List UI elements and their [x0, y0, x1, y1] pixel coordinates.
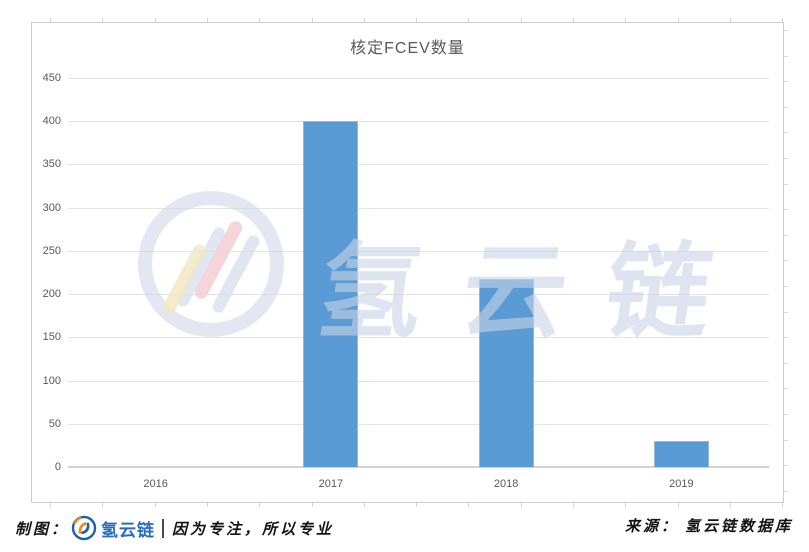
- y-tick-label-450: 450: [42, 72, 61, 84]
- tick-bottom: [625, 503, 627, 507]
- tick-right: [784, 234, 788, 236]
- tick-top: [520, 18, 522, 22]
- tick-bottom: [468, 503, 470, 507]
- gridline-400: [68, 121, 769, 123]
- tick-right: [784, 106, 788, 108]
- tick-bottom: [154, 503, 156, 507]
- tick-right: [784, 55, 788, 57]
- tick-top: [50, 18, 51, 22]
- brand-name: 氢云链: [101, 520, 156, 540]
- tick-top: [729, 18, 731, 22]
- footer-bar: 制图： 氢云链 因为专注，所以专业 来源： 氢云链数据库: [0, 505, 809, 552]
- tick-bottom: [311, 503, 313, 507]
- tick-right: [784, 132, 788, 134]
- bar-2018: [478, 279, 534, 467]
- tick-right: [784, 209, 788, 211]
- tick-right: [784, 337, 788, 339]
- gridline-0: [68, 466, 769, 468]
- tick-top: [468, 18, 470, 22]
- tick-right: [784, 158, 788, 159]
- y-tick-label-150: 150: [42, 331, 61, 344]
- gridline-100: [68, 380, 769, 382]
- tick-right: [784, 465, 788, 467]
- tick-top: [573, 18, 574, 22]
- plot-area: 0 50 100 150 200 250 300 350 400 450 2016 2017 2018 2…: [32, 23, 783, 502]
- maker-label: 制图：: [15, 520, 70, 538]
- y-tick-label-300: 300: [42, 201, 61, 214]
- y-tick-label-50: 50: [48, 417, 61, 430]
- gridline-450: [68, 78, 769, 79]
- slogan: 因为专注，所以专业: [172, 520, 335, 538]
- x-tick-label-2016: 2016: [143, 478, 168, 490]
- tick-right: [784, 183, 788, 185]
- gridline-50: [68, 423, 769, 425]
- tick-top: [363, 18, 365, 22]
- tick-bottom: [259, 503, 261, 507]
- bar-2019: [653, 441, 709, 467]
- tick-top: [782, 18, 784, 22]
- tick-bottom: [363, 503, 365, 507]
- hydrogen-cloud-chain-logo-icon: [71, 515, 97, 541]
- tick-right: [784, 362, 788, 364]
- tick-right: [784, 414, 788, 415]
- source-label: 来源：: [624, 518, 679, 535]
- tick-right: [784, 439, 788, 441]
- tick-bottom: [729, 503, 731, 507]
- gridline-150: [68, 337, 769, 339]
- x-tick-label-2019: 2019: [669, 478, 694, 490]
- y-tick-label-200: 200: [42, 288, 61, 301]
- y-tick-label-400: 400: [42, 115, 61, 128]
- tick-top: [677, 18, 679, 22]
- footer-source: 来源： 氢云链数据库: [625, 515, 793, 536]
- tick-right: [784, 260, 788, 262]
- tick-bottom: [782, 503, 784, 507]
- y-tick-label-0: 0: [54, 461, 61, 473]
- tick-bottom: [573, 503, 574, 507]
- tick-top: [259, 18, 261, 22]
- tick-top: [416, 18, 418, 22]
- tick-top: [625, 18, 627, 22]
- gridline-350: [68, 164, 769, 166]
- y-tick-label-350: 350: [42, 158, 61, 171]
- tick-bottom: [50, 503, 51, 507]
- tick-bottom: [677, 503, 679, 507]
- gridline-250: [68, 250, 769, 252]
- chart-frame: 核定FCEV数量 0 50 100 150 200 250 300 350 400 450 2016…: [31, 22, 784, 503]
- tick-bottom: [416, 503, 418, 507]
- tick-right: [784, 490, 788, 492]
- tick-right: [784, 286, 788, 287]
- y-tick-label-250: 250: [42, 244, 61, 257]
- tick-right: [784, 311, 788, 313]
- divider: [162, 518, 165, 538]
- chart-title: 核定FCEV数量: [350, 40, 465, 57]
- tick-top: [206, 18, 208, 22]
- bar-2017: [303, 121, 359, 467]
- tick-bottom: [206, 503, 208, 507]
- tick-top: [311, 18, 313, 22]
- tick-bottom: [102, 503, 104, 507]
- tick-top: [102, 18, 104, 22]
- x-tick-label-2018: 2018: [493, 478, 519, 490]
- source-value: 氢云链数据库: [684, 518, 793, 535]
- x-tick-label-2017: 2017: [318, 478, 344, 490]
- y-tick-label-100: 100: [42, 374, 61, 387]
- tick-right: [784, 81, 788, 83]
- footer-credit: 制图： 氢云链 因为专注，所以专业: [15, 513, 334, 543]
- gridline-300: [68, 207, 769, 209]
- tick-right: [784, 388, 788, 390]
- tick-bottom: [520, 503, 522, 507]
- tick-right: [784, 30, 788, 31]
- tick-top: [154, 18, 156, 22]
- gridline-200: [68, 294, 769, 296]
